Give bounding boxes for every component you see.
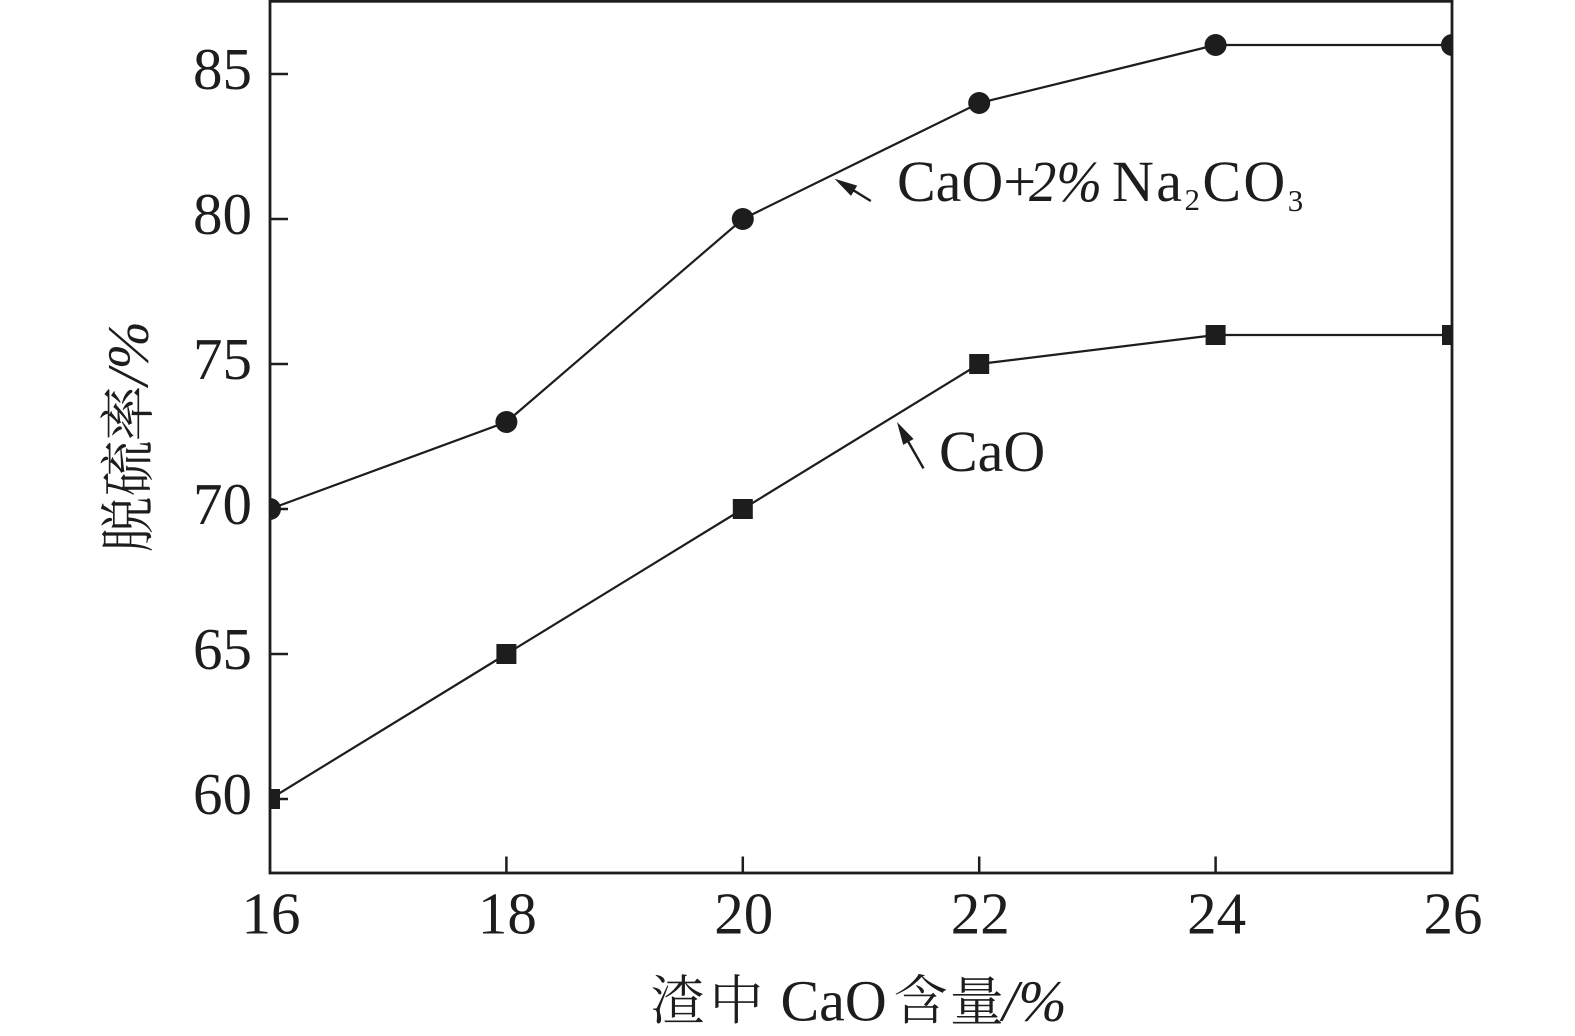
svg-text:65: 65 — [193, 616, 252, 682]
svg-text:75: 75 — [193, 326, 252, 392]
svg-text:CaO: CaO — [781, 969, 887, 1034]
svg-text:/%: /% — [96, 321, 161, 388]
svg-text:22: 22 — [951, 880, 1010, 946]
svg-text:24: 24 — [1187, 880, 1246, 946]
svg-text:Na2CO3: Na2CO3 — [1112, 149, 1306, 218]
svg-text:26: 26 — [1424, 880, 1483, 946]
svg-text:16: 16 — [242, 880, 301, 946]
svg-text:60: 60 — [193, 761, 252, 827]
svg-text:/%: /% — [999, 969, 1066, 1034]
svg-text:85: 85 — [193, 36, 252, 102]
svg-text:70: 70 — [193, 471, 252, 537]
svg-text:18: 18 — [478, 880, 537, 946]
svg-text:2%: 2% — [1029, 149, 1102, 214]
svg-text:20: 20 — [714, 880, 773, 946]
svg-text:80: 80 — [193, 181, 252, 247]
svg-text:CaO: CaO — [939, 419, 1045, 484]
svg-text:CaO+: CaO+ — [897, 149, 1036, 214]
